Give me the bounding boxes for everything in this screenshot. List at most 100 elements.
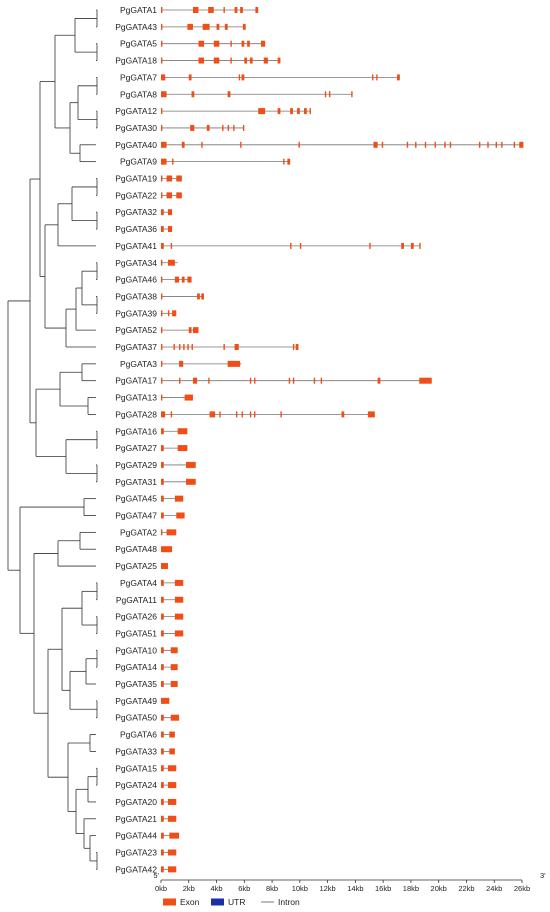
- legend-label: Exon: [180, 897, 200, 907]
- exon-box: [198, 57, 205, 64]
- exon-box: [161, 158, 167, 165]
- exon-box: [176, 175, 182, 182]
- exon-box: [161, 124, 163, 131]
- exon-box: [170, 664, 178, 671]
- exon-box: [501, 141, 503, 148]
- gene-row: PgGATA2: [120, 527, 177, 537]
- exon-box: [161, 529, 163, 536]
- exon-box: [191, 344, 193, 350]
- axis-tick-label: 4kb: [210, 884, 222, 893]
- exon-box: [249, 411, 252, 418]
- gene-label: PgGATA45: [115, 494, 157, 504]
- exon-box: [185, 461, 196, 468]
- exon-box: [292, 377, 295, 384]
- scale-axis: 0kb 2kb 4kb 6kb 8kb 10kb 12kb 14kb 16kb 18kb 20kb 2…: [153, 871, 546, 893]
- gene-row: PgGATA46: [115, 275, 192, 285]
- gene-label: PgGATA33: [115, 746, 157, 756]
- gene-row: PgGATA35: [115, 679, 178, 689]
- exon-box: [222, 124, 224, 131]
- exon-box: [177, 428, 188, 435]
- exon-box: [161, 495, 164, 502]
- gene-label: PgGATA42: [115, 864, 157, 874]
- gene-row: PgGATA43: [115, 22, 246, 32]
- gene-row: PgGATA8: [120, 89, 353, 99]
- exon-box: [161, 478, 164, 485]
- gene-row: PgGATA49: [115, 696, 170, 706]
- exon-box: [167, 849, 177, 856]
- gene-row: PgGATA44: [115, 831, 180, 841]
- exon-box: [341, 411, 345, 418]
- exon-box: [227, 360, 241, 367]
- gene-label: PgGATA13: [115, 393, 157, 403]
- exon-box: [444, 141, 446, 148]
- exon-box: [230, 57, 232, 64]
- gene-label: PgGATA26: [115, 612, 157, 622]
- gene-label: PgGATA32: [115, 207, 157, 217]
- gene-label: PgGATA23: [115, 848, 157, 858]
- gene-row: PgGATA42: [115, 864, 177, 874]
- exon-box: [208, 7, 214, 13]
- exon-box: [166, 529, 177, 536]
- exon-box: [167, 798, 177, 805]
- exon-box: [419, 377, 432, 384]
- legend-item-exon: Exon: [163, 897, 200, 907]
- exon-box: [161, 327, 163, 334]
- gene-label: PgGATA4: [120, 578, 157, 588]
- exon-box: [179, 344, 181, 350]
- exon-box: [277, 57, 281, 64]
- gene-label: PgGATA10: [115, 645, 157, 655]
- gene-row: PgGATA40: [115, 140, 524, 150]
- exon-box: [187, 276, 192, 283]
- exon-box: [280, 411, 282, 418]
- phylogenetic-tree: [7, 9, 98, 870]
- exon-box: [166, 175, 173, 182]
- gene-row: PgGATA21: [115, 814, 177, 824]
- exon-box: [174, 579, 184, 586]
- gene-label: PgGATA21: [115, 814, 157, 824]
- exon-box: [247, 40, 250, 47]
- exon-box: [166, 192, 173, 199]
- exon-box: [377, 377, 381, 384]
- exon-box: [179, 377, 181, 384]
- exon-box: [161, 798, 164, 805]
- exon-box: [372, 74, 374, 81]
- exon-box: [295, 344, 299, 350]
- exon-box: [369, 242, 371, 249]
- legend-item-utr: UTR: [211, 897, 245, 907]
- exon-box: [161, 731, 164, 738]
- gene-label: PgGATA28: [115, 409, 157, 419]
- gene-label: PgGATA51: [115, 628, 157, 638]
- gene-row: PgGATA17: [115, 376, 432, 386]
- exon-box: [292, 344, 295, 350]
- gene-row: PgGATA6: [120, 730, 175, 740]
- exon-box: [234, 344, 239, 350]
- exon-box: [240, 141, 242, 148]
- gene-row: PgGATA28: [115, 409, 375, 419]
- gene-label: PgGATA40: [115, 140, 157, 150]
- exon-box: [161, 108, 163, 115]
- exon-box: [213, 40, 220, 47]
- gene-row: PgGATA36: [115, 224, 173, 234]
- exon-box: [174, 276, 180, 283]
- exon-box: [161, 512, 164, 519]
- exon-box: [240, 7, 243, 13]
- legend-swatch: [163, 898, 176, 906]
- exon-box: [298, 141, 300, 148]
- gene-label: PgGATA24: [115, 780, 157, 790]
- exon-box: [249, 377, 252, 384]
- exon-box: [397, 74, 400, 81]
- exon-box: [176, 512, 185, 519]
- exon-box: [161, 832, 164, 839]
- gene-label: PgGATA50: [115, 713, 157, 723]
- exon-box: [161, 377, 163, 384]
- exon-box: [167, 209, 173, 216]
- gene-label: PgGATA48: [115, 544, 157, 554]
- legend-label: Intron: [278, 897, 300, 907]
- exon-box: [161, 310, 163, 317]
- exon-box: [161, 461, 164, 468]
- exon-box: [161, 445, 164, 452]
- exon-box: [201, 293, 205, 300]
- exon-box: [241, 40, 245, 47]
- gene-label: PgGATA11: [116, 595, 157, 605]
